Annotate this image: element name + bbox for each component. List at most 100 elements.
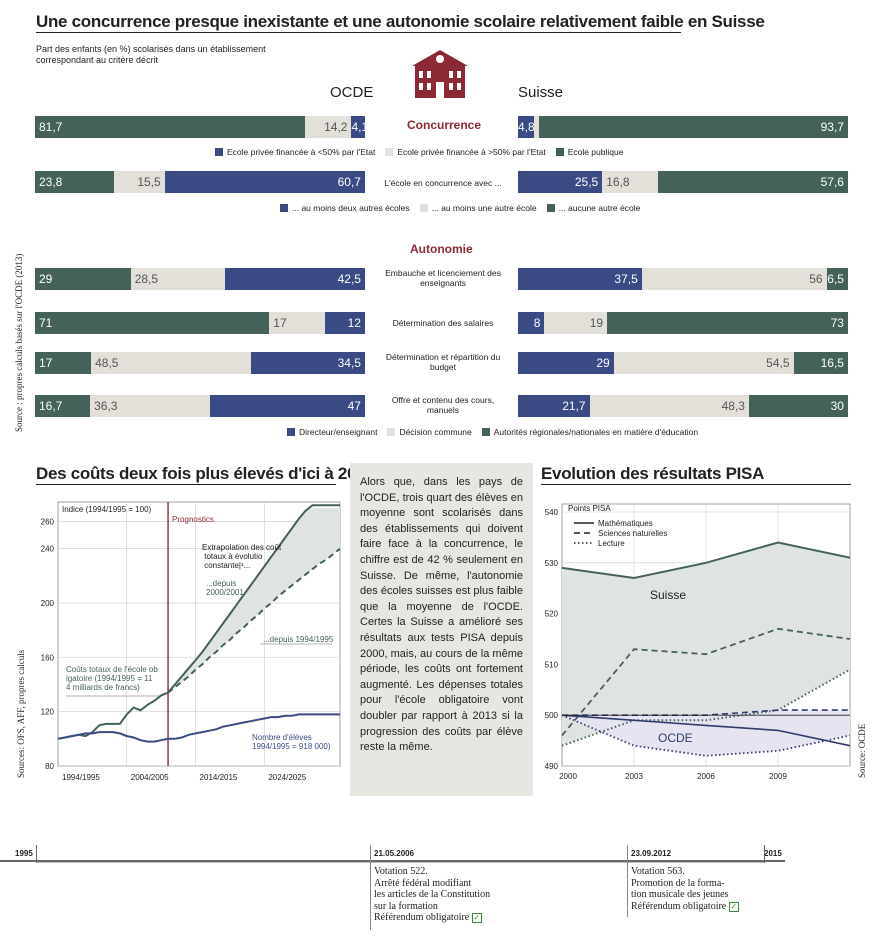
y-tick-label: 540 (545, 508, 559, 517)
legend-swatch-green (481, 428, 490, 436)
bar-segment: 81,7 (35, 116, 305, 138)
x-tick-label: 2000 (559, 772, 577, 781)
bar-segment: 48,3 (589, 395, 749, 417)
pisa-legend-label: Lecture (598, 539, 625, 548)
bar-segment: 4,1 (351, 116, 365, 138)
row-label: Embauche et licenciement des enseignants (385, 268, 501, 288)
legend-item: Ecole privée financée à <50% par l'Etat (227, 147, 376, 157)
prognostics-label: Prognostics (172, 515, 214, 524)
oecd-bar: 17 48,5 34,5 (35, 352, 365, 374)
timeline-event-1-text: Votation 522. Arrêté fédéral modifiant l… (374, 866, 490, 924)
pisa-series-2 (561, 668, 851, 747)
timeline-sub-line (36, 862, 765, 863)
bar-segment: 8 (518, 312, 545, 334)
legend-item: ... aucune autre école (558, 203, 641, 213)
cost-chart-title: Des coûts deux fois plus élevés d'ici à … (36, 464, 375, 483)
y-tick-label: 160 (41, 653, 55, 662)
legend-swatch-blue (280, 204, 288, 212)
legend-swatch-blue (287, 428, 295, 436)
bar-segment: 16,7 (35, 395, 91, 417)
bar-segment: 12 (325, 312, 365, 334)
x-tick-label: 2003 (625, 772, 643, 781)
summary-text-box: Alors que, dans les pays de l'OCDE, troi… (350, 463, 533, 796)
bar-segment: 14,2 (304, 116, 352, 138)
bar-segment: 17 (269, 312, 326, 334)
y-tick-label: 120 (41, 708, 55, 717)
legend-swatch-grey (387, 428, 396, 436)
legend-swatch-green (555, 148, 564, 156)
pisa-source: Source: OCDE (857, 723, 867, 778)
bar-segment: 19 (544, 312, 608, 334)
legend-swatch-blue (215, 148, 223, 156)
tl-line: Arrêté fédéral modifiant (374, 877, 472, 889)
bar-segment: 73 (607, 312, 848, 334)
cost-y-axis-label: Indice (1994/1995 = 100) (62, 505, 152, 514)
pupils-label: Nombre d'élèves 1994/1995 = 918 000) (252, 733, 331, 751)
y-tick-label: 500 (545, 711, 559, 720)
legend-competition: Ecole privée financée à <50% par l'Etat … (215, 147, 623, 157)
bar-segment: 42,5 (224, 268, 365, 290)
tl-line: sur la formation (374, 900, 438, 912)
timeline-tick-end (764, 845, 765, 863)
y-tick-label: 240 (41, 545, 55, 554)
timeline-event-1-date: 21.05.2006 (374, 849, 415, 858)
y-tick-label: 200 (41, 599, 55, 608)
timeline-event-1-line (370, 845, 371, 930)
pisa-chart-title: Evolution des résultats PISA (541, 464, 765, 483)
legend-item: Ecole privée financée à >50% par l'Etat (397, 147, 546, 157)
pisa-series-0 (561, 541, 851, 580)
series-line-3 (57, 713, 340, 743)
bar-segment: 16,5 (793, 352, 848, 374)
swiss-bar: 4,81,593,7 (518, 116, 848, 138)
swiss-bar: 37,5 56 6,5 (518, 268, 848, 290)
since-1994-label: ...depuis 1994/1995 (263, 635, 334, 644)
extrapolation-band (168, 508, 340, 693)
main-title: Une concurrence presque inexistante et u… (36, 12, 765, 31)
timeline-end: 2015 (764, 849, 782, 858)
bar-segment: 25,5 (518, 171, 603, 193)
oecd-band (562, 710, 850, 756)
tl-line: Référendum obligatoire ✓ (374, 912, 490, 924)
timeline-line (0, 860, 785, 862)
swiss-label: Suisse (650, 588, 686, 602)
extrapolation-label: Extrapolation des coût totaux à évolutio… (202, 543, 282, 570)
bar-segment: 21,7 (518, 395, 590, 417)
x-tick-label: 2004/2005 (131, 773, 169, 782)
tl-line: tion musicale des jeunes (631, 889, 729, 900)
cost-title-underline (36, 484, 336, 485)
x-tick-label: 2009 (769, 772, 787, 781)
y-tick-label: 510 (545, 660, 559, 669)
section-autonomy: Autonomie (410, 242, 473, 256)
pisa-series-3 (561, 714, 851, 747)
legend-item: Décision commune (399, 427, 472, 437)
oecd-bar: 23,8 15,5 60,7 (35, 171, 365, 193)
tl-line: Promotion de la forma- (631, 877, 725, 889)
bar-segment: 28,5 (130, 268, 225, 290)
y-tick-label: 80 (45, 762, 54, 771)
legend-swatch-green (546, 204, 555, 212)
bar-segment: 37,5 (518, 268, 642, 290)
timeline-event-2-line (627, 845, 628, 917)
bar-segment: 17 (35, 352, 92, 374)
source-top: Source : propres calculs basés sur l'OCD… (14, 253, 24, 432)
check-icon: ✓ (471, 913, 482, 923)
bar-segment: 56 (641, 268, 827, 290)
swiss-bar: 29 54,5 16,5 (518, 352, 848, 374)
legend-autonomy: Directeur/enseignant Décision commune Au… (287, 427, 698, 437)
bar-segment: 60,7 (164, 171, 365, 193)
tl-line: Votation 522. (374, 866, 428, 877)
timeline-tick-start (36, 845, 37, 863)
bar-segment: 30 (748, 395, 848, 417)
series-line-1 (167, 504, 340, 694)
bar-segment: 4,8 (518, 116, 534, 138)
check-icon: ✓ (728, 901, 739, 912)
legend-item: Directeur/enseignant (299, 427, 378, 437)
oecd-bar: 16,7 36,3 47 (35, 395, 365, 417)
x-tick-label: 2006 (697, 772, 715, 781)
bar-segment: 36,3 (90, 395, 210, 417)
legend-item: Autorités régionales/nationales en matiè… (493, 427, 699, 437)
pisa-legend-label: Sciences naturelles (598, 529, 667, 538)
bar-segment: 16,8 (602, 171, 658, 193)
tl-line: les articles de la Constitution (374, 889, 491, 900)
since-2000-label: ...depuis 2000/2001 (206, 579, 244, 597)
